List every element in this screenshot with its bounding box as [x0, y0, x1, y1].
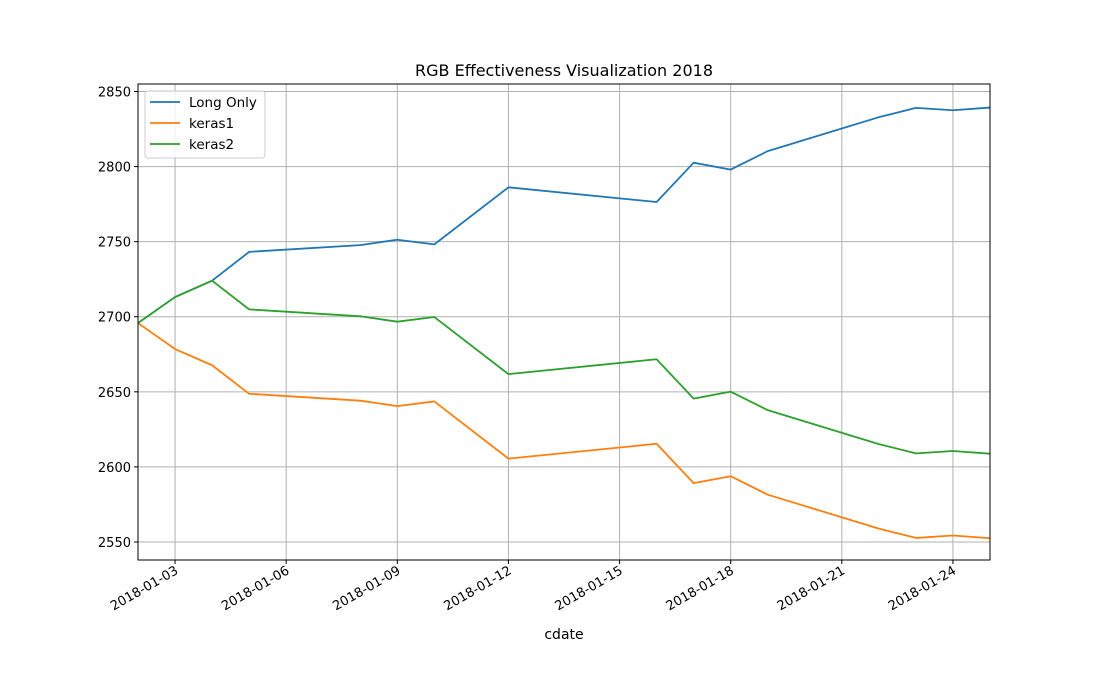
- x-axis: 2018-01-03 2018-01-06 2018-01-09 2018-01-12…: [108, 560, 959, 614]
- y-axis: 2550 2600 2650 2700 2750 2800 2850: [98, 86, 138, 551]
- series-line-long-only: [137, 106, 991, 324]
- x-tick-label: 2018-01-15: [553, 563, 626, 614]
- legend-box: [144, 90, 266, 159]
- x-tick-label: 2018-01-03: [108, 563, 181, 614]
- x-tick-label: 2018-01-18: [664, 563, 737, 614]
- series-line-keras2: [137, 279, 991, 455]
- y-tick-label: 2750: [98, 236, 131, 251]
- x-tick-label: 2018-01-09: [330, 563, 403, 614]
- series-lines: [137, 106, 991, 540]
- legend-label: keras2: [189, 137, 234, 153]
- y-tick-label: 2850: [98, 86, 131, 101]
- legend: Long Only keras1 keras2: [144, 90, 266, 159]
- x-axis-label: cdate: [544, 627, 583, 643]
- chart-title: RGB Effectiveness Visualization 2018: [415, 61, 713, 80]
- y-tick-label: 2700: [98, 311, 131, 326]
- y-tick-label: 2550: [98, 536, 131, 551]
- y-tick-label: 2800: [98, 161, 131, 176]
- y-tick-label: 2650: [98, 386, 131, 401]
- x-tick-label: 2018-01-12: [441, 563, 514, 614]
- legend-label: Long Only: [189, 95, 257, 111]
- x-tick-label: 2018-01-21: [775, 563, 848, 614]
- y-tick-label: 2600: [98, 461, 131, 476]
- legend-label: keras1: [189, 116, 234, 132]
- plot-frame: [137, 83, 991, 561]
- grid-lines: [138, 84, 990, 560]
- x-tick-label: 2018-01-24: [886, 563, 959, 614]
- x-tick-label: 2018-01-06: [219, 563, 292, 614]
- series-line-keras1: [137, 322, 991, 540]
